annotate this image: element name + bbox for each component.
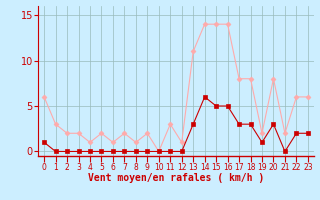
X-axis label: Vent moyen/en rafales ( km/h ): Vent moyen/en rafales ( km/h ): [88, 173, 264, 183]
